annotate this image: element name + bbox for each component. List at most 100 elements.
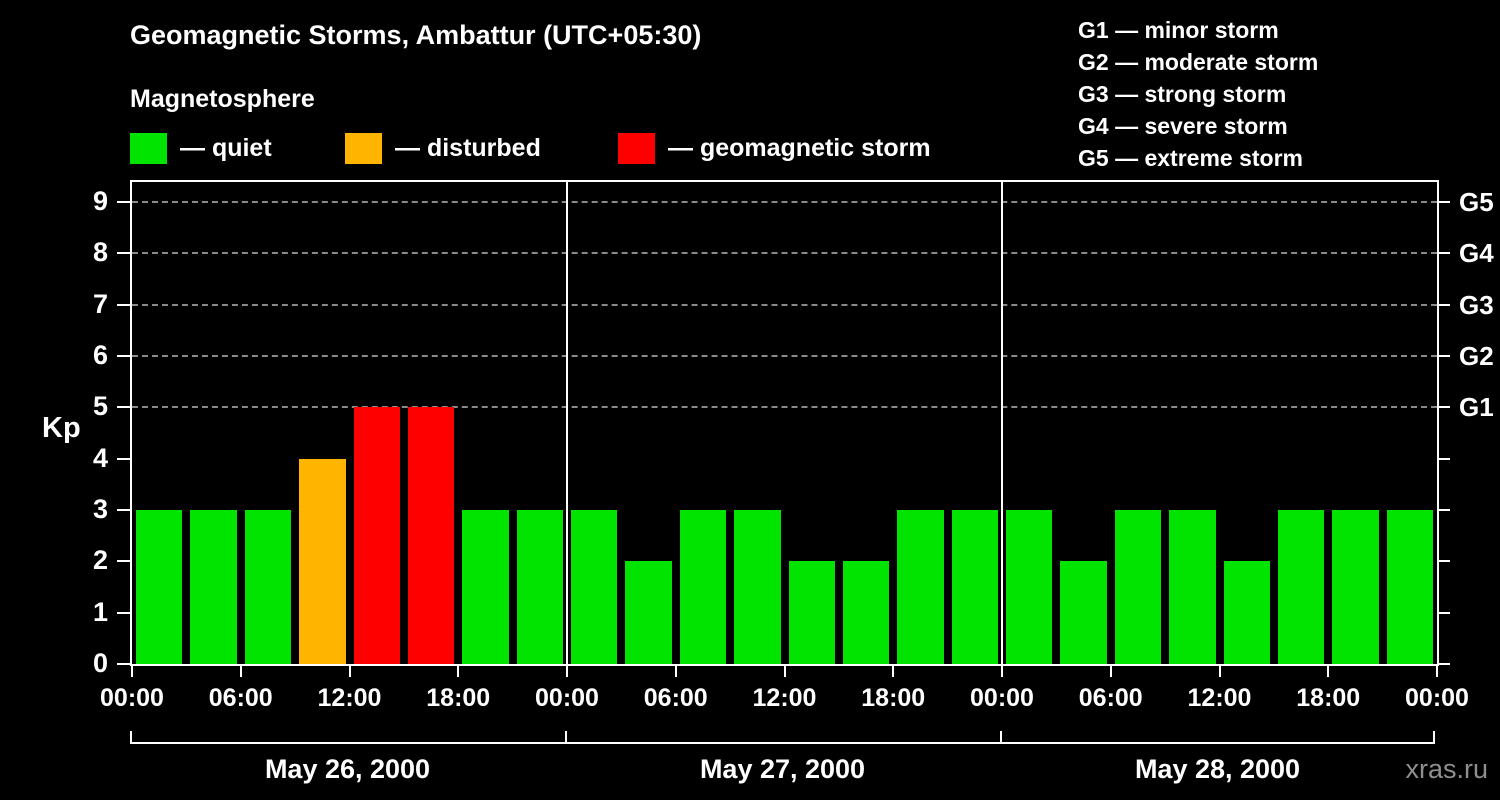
quiet-swatch-icon (130, 132, 167, 164)
plot-area: 0 1 2 3 4 5 6 7 8 9 G1 G2 G3 G4 G5 00:00 06:00 12:00 18:00… (93, 180, 1494, 712)
storm-scale-item: G5 — extreme storm (1078, 145, 1303, 171)
legend-item-disturbed: — disturbed (345, 132, 541, 164)
x-axis-tick (239, 664, 242, 677)
date-label: May 27, 2000 (699, 754, 866, 784)
kp-bar (353, 407, 400, 664)
date-label: May 26, 2000 (264, 754, 431, 784)
storm-swatch-icon (618, 132, 655, 164)
x-tick-label: 06:00 (1078, 684, 1143, 712)
y-tick-label: 4 (92, 442, 108, 473)
legend-item-storm: — geomagnetic storm (618, 132, 931, 164)
legend-heading: Magnetosphere (130, 85, 315, 113)
date-axis: May 26, 2000 May 27, 2000 May 28, 2000 (130, 731, 1435, 798)
y-tick-label: 7 (92, 288, 108, 319)
x-axis-tick (348, 664, 351, 677)
kp-bar (462, 510, 509, 664)
y-axis-tick (1437, 611, 1450, 614)
kp-bar (951, 510, 998, 664)
kp-bar (1169, 510, 1216, 664)
legend-label-disturbed: — disturbed (395, 133, 541, 162)
y-axis-tick (117, 252, 130, 255)
y-tick-label: 5 (92, 391, 108, 422)
kp-bar (625, 561, 672, 664)
day-separator (566, 182, 568, 664)
x-axis-tick (457, 664, 460, 677)
y-tick-label: 2 (92, 545, 108, 576)
kp-bar (244, 510, 292, 664)
kp-bar (136, 510, 183, 664)
y-axis-tick (1437, 509, 1450, 511)
date-axis-tick (565, 731, 567, 742)
x-axis-tick (892, 664, 895, 677)
legend-item-quiet: — quiet (130, 132, 272, 164)
y-axis-tick (1437, 303, 1450, 306)
date-label: May 28, 2000 (1134, 754, 1301, 784)
date-axis-line (130, 742, 1435, 744)
y-axis-tick (117, 509, 130, 511)
right-axis-g-label: G2 (1459, 341, 1494, 371)
kp-bar (1006, 510, 1053, 664)
x-tick-label: 12:00 (1187, 684, 1252, 712)
y-axis-tick (117, 355, 130, 357)
date-axis-tick (1433, 731, 1435, 742)
watermark: xras.ru (1405, 754, 1488, 784)
gridline (132, 303, 1437, 306)
storm-scale-item: G1 — minor storm (1078, 17, 1279, 43)
x-tick-label: 06:00 (208, 684, 273, 712)
x-tick-label: 12:00 (752, 684, 817, 712)
kp-bar (407, 407, 455, 664)
kp-bar (788, 561, 835, 664)
disturbed-swatch-icon (345, 132, 382, 164)
storm-scale-legend: G1 — minor storm G2 — moderate storm G3 — … (1078, 14, 1318, 174)
x-axis-tick (1327, 664, 1330, 677)
y-axis-tick (1437, 560, 1450, 563)
chart-title: Geomagnetic Storms, Ambattur (UTC+05:30) (130, 20, 702, 50)
kp-bar (734, 510, 781, 664)
kp-bar (842, 561, 890, 664)
y-axis-tick (1437, 457, 1450, 460)
y-axis-tick (117, 406, 130, 409)
y-axis-tick (117, 611, 130, 614)
right-axis-g-label: G1 (1459, 392, 1494, 423)
y-tick-label: 1 (92, 596, 108, 627)
gridline (132, 252, 1437, 255)
x-axis-tick (783, 664, 786, 677)
y-tick-label: 0 (92, 648, 108, 678)
y-tick-label: 6 (92, 340, 108, 370)
y-axis-tick (1437, 252, 1450, 255)
y-axis-tick (117, 201, 130, 203)
kp-bar (1114, 510, 1162, 664)
kp-bar (190, 510, 237, 664)
y-axis-tick (1437, 663, 1450, 665)
y-axis-tick (117, 457, 130, 460)
kp-bar (1386, 510, 1433, 664)
y-axis-label: Kp (42, 412, 81, 444)
date-axis-tick (130, 731, 132, 742)
x-tick-label: 00:00 (100, 684, 164, 712)
kp-bar (1223, 561, 1270, 664)
kp-bar (897, 510, 944, 664)
x-tick-label: 18:00 (861, 684, 926, 712)
x-tick-label: 06:00 (643, 684, 708, 712)
storm-scale-item: G4 — severe storm (1078, 113, 1288, 139)
day-separator (1001, 182, 1003, 664)
x-axis-tick (1218, 664, 1221, 677)
x-axis-tick (674, 664, 677, 677)
y-tick-label: 3 (92, 494, 108, 524)
gridline (132, 406, 1437, 409)
gridline (132, 201, 1437, 203)
gridline (132, 355, 1437, 357)
x-axis-tick (1001, 664, 1003, 677)
x-axis-tick (1436, 664, 1438, 677)
x-axis-tick (131, 664, 133, 677)
y-axis-tick (117, 560, 130, 563)
x-tick-label: 00:00 (535, 684, 599, 712)
y-tick-label: 8 (92, 237, 108, 268)
storm-scale-item: G2 — moderate storm (1078, 49, 1319, 75)
y-axis-tick (1437, 201, 1450, 203)
x-tick-label: 18:00 (426, 684, 491, 712)
kp-bar (679, 510, 727, 664)
y-axis-tick (1437, 406, 1450, 409)
x-tick-label: 00:00 (1405, 684, 1469, 712)
